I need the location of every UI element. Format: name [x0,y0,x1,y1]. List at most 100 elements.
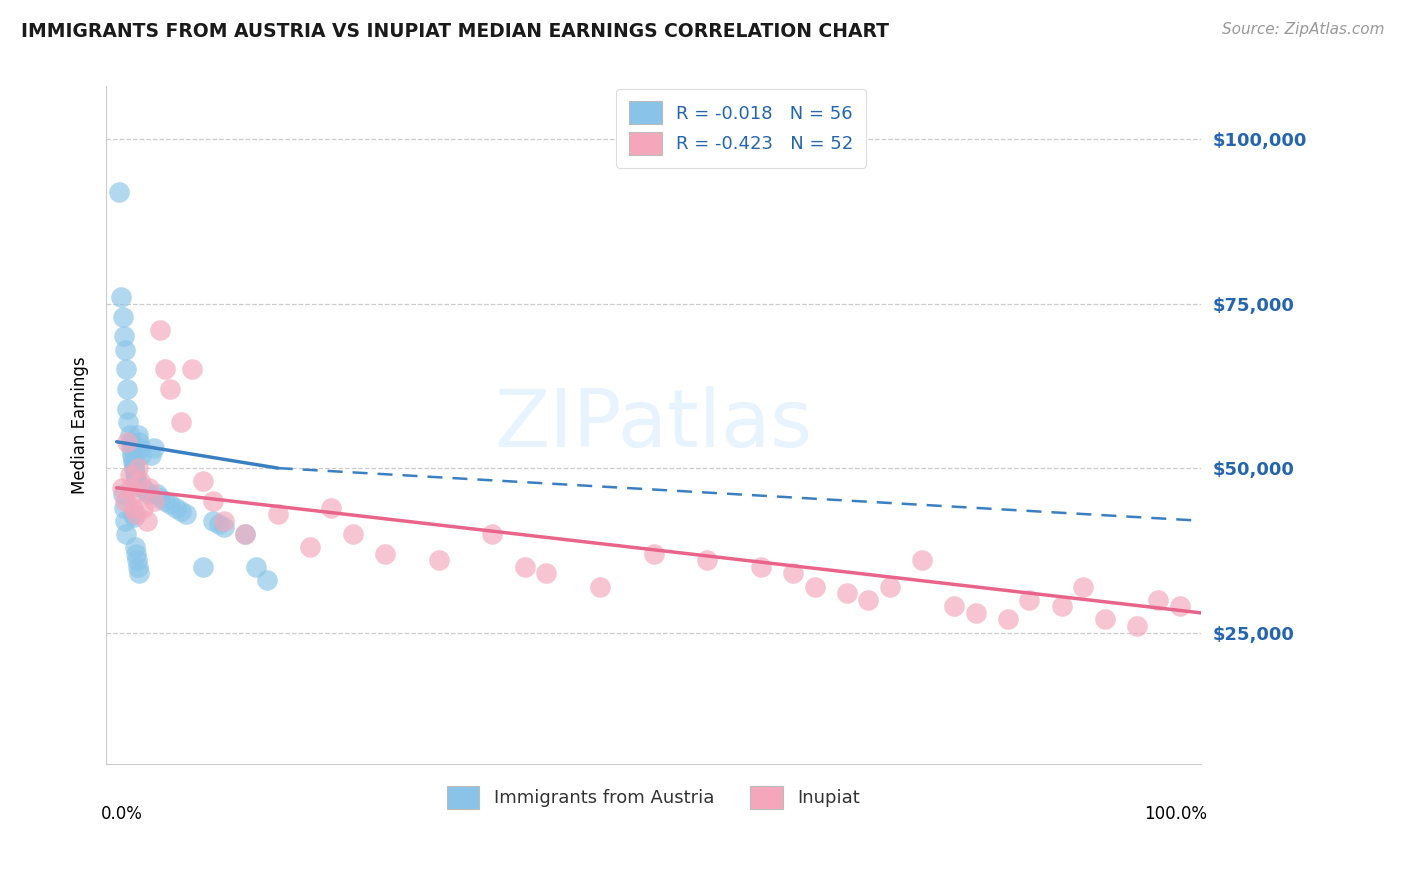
Point [170,504,193,518]
Point [121,454,143,468]
Point [107,185,129,199]
Point [125,477,148,491]
Point [374,547,396,561]
Text: ZIPatlas: ZIPatlas [495,386,813,465]
Point [176,507,198,521]
Point [114,343,136,357]
Point [858,592,880,607]
Point [165,500,187,515]
Point [180,362,202,376]
Point [149,323,172,337]
Point [111,481,134,495]
Point [1094,612,1116,626]
Point [121,451,143,466]
Point [135,484,157,499]
Point [256,573,278,587]
Point [1071,580,1094,594]
Point [235,527,257,541]
Point [120,442,142,456]
Point [112,329,135,343]
Point [427,553,450,567]
Point [146,487,169,501]
Point [131,448,153,462]
Point [212,514,235,528]
Point [1125,619,1147,633]
Text: IMMIGRANTS FROM AUSTRIA VS INUPIAT MEDIAN EARNINGS CORRELATION CHART: IMMIGRANTS FROM AUSTRIA VS INUPIAT MEDIA… [21,22,889,41]
Point [202,514,225,528]
Point [159,382,181,396]
Point [534,566,557,581]
Point [135,514,157,528]
Point [124,540,146,554]
Point [1168,599,1191,614]
Point [122,458,145,472]
Point [191,559,214,574]
Point [117,401,139,416]
Point [159,497,181,511]
Point [143,494,166,508]
Point [115,362,138,376]
Point [117,415,139,429]
Point [132,481,155,495]
Point [267,507,290,521]
Point [129,442,152,456]
Point [132,500,155,515]
Point [1050,599,1073,614]
Point [122,461,145,475]
Point [153,362,176,376]
Point [589,580,612,594]
Point [911,553,934,567]
Point [112,500,135,515]
Point [124,467,146,482]
Point [643,547,665,561]
Point [118,428,141,442]
Text: Source: ZipAtlas.com: Source: ZipAtlas.com [1222,22,1385,37]
Point [129,475,152,489]
Point [127,559,149,574]
Point [125,471,148,485]
Point [696,553,718,567]
Point [513,559,536,574]
Point [298,540,321,554]
Point [114,494,136,508]
Point [117,382,139,396]
Point [143,442,166,456]
Point [120,434,142,449]
Text: 0.0%: 0.0% [100,805,142,823]
Point [112,487,135,501]
Point [139,448,162,462]
Point [245,559,267,574]
Point [212,520,235,534]
Point [965,606,987,620]
Point [122,510,145,524]
Point [112,310,135,324]
Point [149,491,172,505]
Point [125,547,148,561]
Point [138,487,160,501]
Point [124,464,146,478]
Point [170,415,193,429]
Point [138,481,160,495]
Point [117,434,139,449]
Point [191,475,214,489]
Point [208,516,231,531]
Point [128,434,150,449]
Point [125,507,148,521]
Point [879,580,901,594]
Point [122,487,145,501]
Point [153,494,176,508]
Point [115,527,138,541]
Point [835,586,858,600]
Point [1147,592,1170,607]
Point [120,481,142,495]
Y-axis label: Median Earnings: Median Earnings [72,357,89,494]
Point [997,612,1019,626]
Point [125,475,148,489]
Legend: Immigrants from Austria, Inupiat: Immigrants from Austria, Inupiat [440,779,868,816]
Point [943,599,966,614]
Point [321,500,343,515]
Point [235,527,257,541]
Point [121,507,143,521]
Point [118,467,141,482]
Point [110,290,132,304]
